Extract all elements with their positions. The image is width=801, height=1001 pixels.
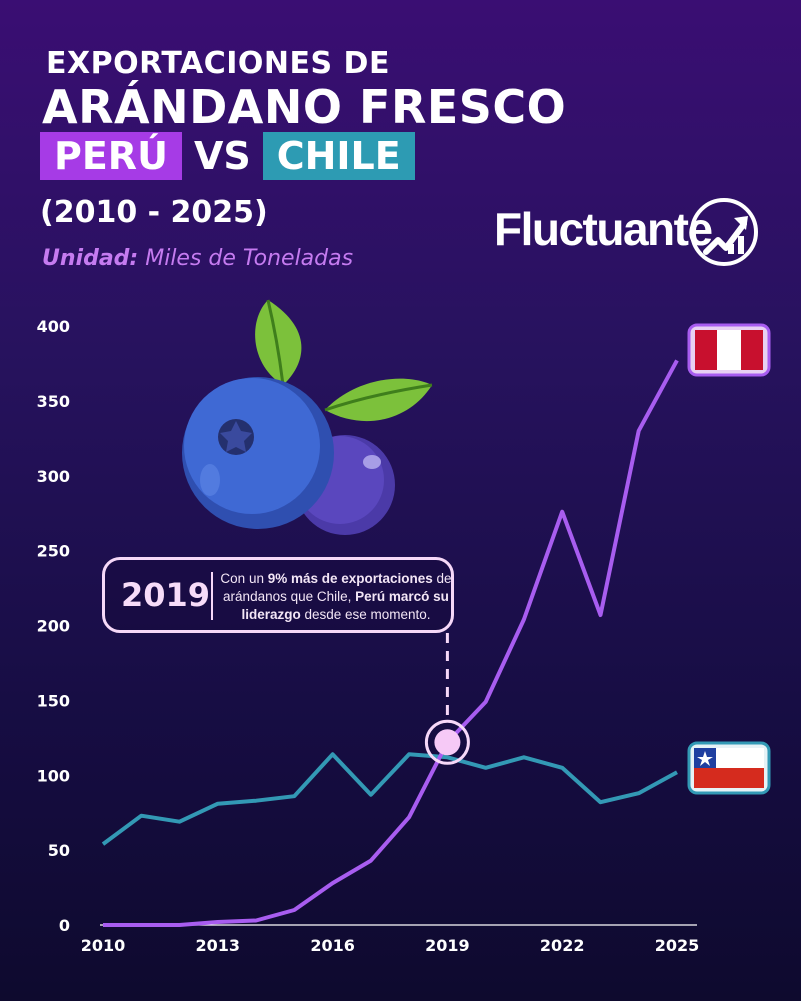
title-line-2: ARÁNDANO FRESCO <box>42 80 567 134</box>
y-axis-ticks: 0 50 100 150 200 250 300 350 400 <box>37 317 70 935</box>
x-tick-label: 2013 <box>196 936 241 955</box>
peru-flag-icon <box>687 323 771 377</box>
callout-text-part-4: Perú marcó su liderazgo <box>241 589 449 622</box>
series-line-chile <box>101 752 678 846</box>
y-tick-label: 50 <box>48 841 70 860</box>
y-tick-label: 250 <box>37 542 70 561</box>
trend-arrow-icon <box>690 198 758 266</box>
y-tick-label: 300 <box>37 467 70 486</box>
x-tick-label: 2010 <box>81 936 126 955</box>
callout-text-part-3: de arándanos que Chile, <box>223 571 452 604</box>
chile-flag-icon <box>687 741 771 795</box>
callout-divider <box>211 572 213 620</box>
y-tick-label: 350 <box>37 392 70 411</box>
callout-text: Con un 9% más de exportaciones de aránda… <box>219 570 453 624</box>
blueberry-illustration <box>182 299 433 535</box>
vs-label: VS <box>193 134 251 178</box>
highlight-dot <box>434 729 461 756</box>
series-line-peru <box>103 359 679 927</box>
title-line-1: EXPORTACIONES DE <box>46 46 390 81</box>
callout-box: 2019 Con un 9% más de exportaciones de a… <box>102 557 454 633</box>
x-tick-label: 2022 <box>540 936 585 955</box>
x-tick-label: 2016 <box>310 936 355 955</box>
year-range: (2010 - 2025) <box>40 195 268 230</box>
x-tick-label: 2025 <box>655 936 700 955</box>
callout-text-part-1: Con un <box>220 571 268 586</box>
y-tick-label: 400 <box>37 317 70 336</box>
y-tick-label: 0 <box>59 916 70 935</box>
country-a-badge: PERÚ <box>40 132 182 180</box>
highlight-ring <box>424 719 470 765</box>
unit-caption: Unidad: Miles de Toneladas <box>42 246 353 271</box>
y-tick-label: 100 <box>37 766 70 785</box>
callout-text-part-2: 9% más de exportaciones <box>267 571 433 586</box>
unit-value: Miles de Toneladas <box>145 246 354 271</box>
x-tick-label: 2019 <box>425 936 470 955</box>
x-axis-ticks: 2010 2013 2016 2019 2022 2025 <box>81 936 700 955</box>
y-tick-label: 150 <box>37 691 70 710</box>
y-tick-label: 200 <box>37 617 70 636</box>
highlight-marker-2019 <box>424 719 470 765</box>
callout-text-part-5: desde ese momento. <box>300 607 431 622</box>
title-comparison: PERÚ VS CHILE <box>40 132 415 180</box>
country-b-badge: CHILE <box>262 132 415 180</box>
callout-year: 2019 <box>121 576 211 614</box>
unit-label: Unidad: <box>42 246 139 271</box>
brand-name: Fluctuante <box>494 203 713 255</box>
